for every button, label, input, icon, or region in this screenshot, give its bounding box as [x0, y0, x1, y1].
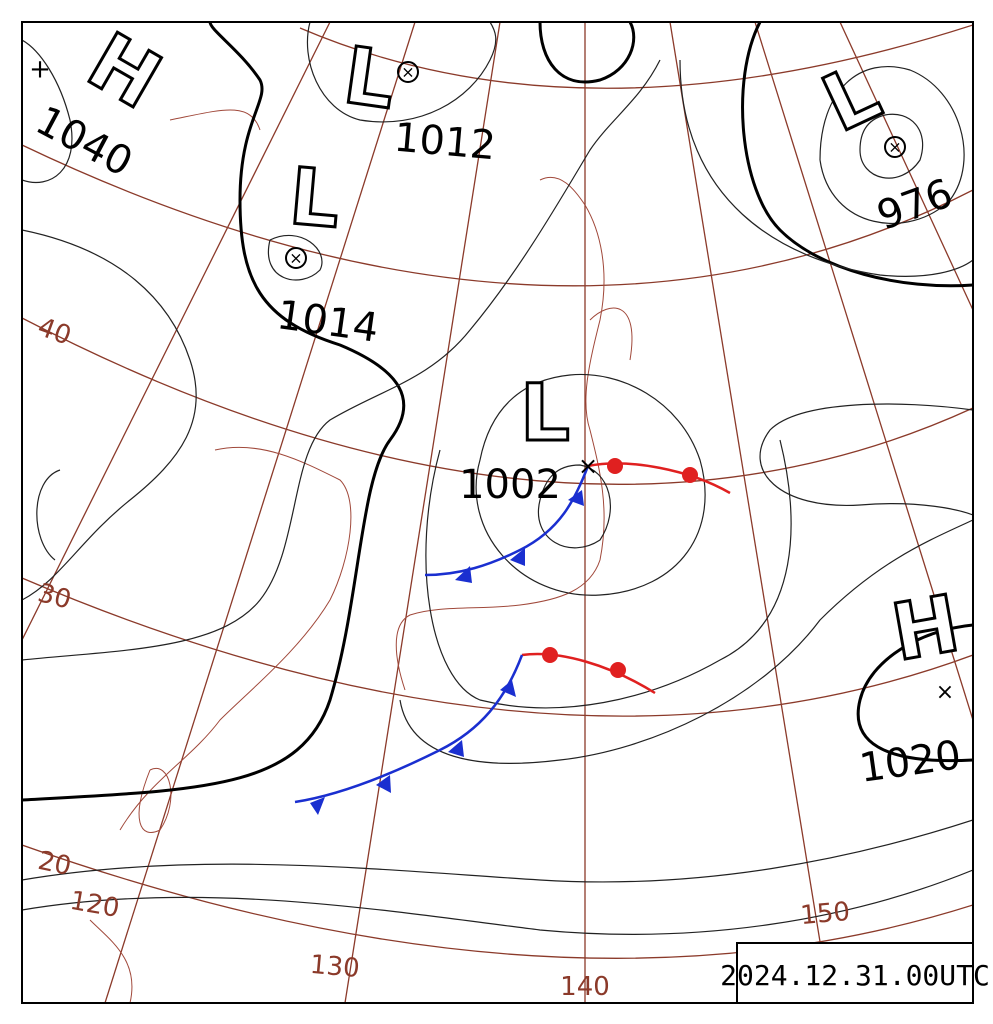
timestamp-box	[736, 942, 974, 1004]
pressure-label: 1012	[392, 115, 497, 170]
timestamp: 2024.12.31.00UTC	[720, 959, 990, 992]
svg-text:×: ×	[578, 452, 598, 480]
pressure-label: 1002	[459, 462, 561, 508]
latitude-label: 20	[35, 846, 74, 882]
svg-text:×: ×	[936, 680, 954, 705]
longitude-label: 140	[560, 972, 610, 1002]
fronts	[294, 458, 731, 815]
isobars	[22, 22, 973, 935]
map-frame	[21, 21, 974, 1004]
coastlines	[89, 109, 633, 1003]
graticule	[22, 22, 973, 1003]
system-type: L	[520, 369, 570, 459]
svg-text:×: ×	[401, 63, 414, 82]
longitude-label: 130	[309, 950, 361, 984]
system-type: L	[286, 152, 343, 246]
longitude-label: 150	[799, 897, 851, 931]
center-mark: +	[29, 55, 51, 85]
svg-text:×: ×	[289, 249, 302, 268]
svg-text:×: ×	[888, 138, 901, 157]
system-type: H	[886, 579, 966, 679]
